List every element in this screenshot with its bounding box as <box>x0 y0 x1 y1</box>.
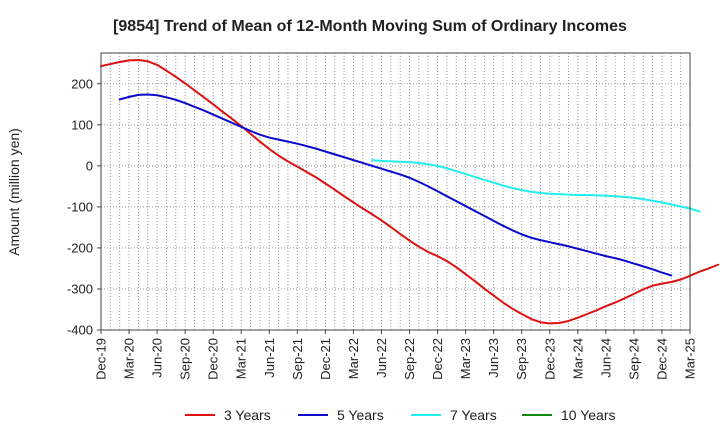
gridlines <box>101 53 690 331</box>
y-tick-label: -400 <box>67 323 93 338</box>
x-tick-label: Dec-23 <box>542 338 557 380</box>
plot-area <box>101 53 690 330</box>
chart-title: [9854] Trend of Mean of 12-Month Moving … <box>113 18 627 35</box>
legend-label: 10 Years <box>561 407 616 423</box>
x-tick-label: Dec-19 <box>94 338 109 380</box>
x-tick-label: Dec-24 <box>654 338 669 380</box>
x-tick-label: Jun-24 <box>598 338 613 378</box>
x-tick-label: Sep-20 <box>178 338 193 380</box>
series-line-7-years <box>371 159 701 213</box>
y-tick-label: -200 <box>67 240 93 255</box>
y-axis-ticks: -400 -300 -200 -100 0 100 200 <box>67 76 101 338</box>
x-tick-label: Mar-21 <box>234 338 249 379</box>
y-tick-label: 100 <box>71 117 93 132</box>
x-tick-label: Jun-23 <box>486 338 501 378</box>
x-tick-label: Mar-25 <box>683 338 698 379</box>
x-tick-label: Sep-24 <box>626 338 641 380</box>
y-tick-label: -300 <box>67 281 93 296</box>
x-tick-label: Mar-20 <box>122 338 137 379</box>
x-tick-label: Dec-22 <box>430 338 445 380</box>
x-tick-label: Jun-22 <box>374 338 389 378</box>
plot-frame <box>100 52 691 331</box>
x-tick-label: Jun-20 <box>150 338 165 378</box>
y-axis-label: Amount (million yen) <box>6 128 22 256</box>
x-tick-label: Sep-23 <box>514 338 529 380</box>
legend-label: 7 Years <box>450 407 497 423</box>
series-line-3-years <box>100 58 720 325</box>
legend: 3 Years 5 Years 7 Years 10 Years <box>185 407 616 423</box>
x-tick-label: Jun-21 <box>262 338 277 378</box>
legend-label: 5 Years <box>337 407 384 423</box>
x-tick-label: Dec-21 <box>318 338 333 380</box>
plot-border <box>100 52 691 331</box>
x-tick-label: Sep-21 <box>290 338 305 380</box>
y-tick-label: 0 <box>86 158 93 173</box>
series-layer <box>100 58 720 325</box>
x-tick-label: Dec-20 <box>206 338 221 380</box>
series-line-5-years <box>118 93 673 277</box>
legend-label: 3 Years <box>224 407 271 423</box>
plot-background <box>101 53 690 330</box>
x-tick-label: Mar-24 <box>570 338 585 379</box>
x-tick-label: Sep-22 <box>402 338 417 380</box>
x-tick-label: Mar-22 <box>346 338 361 379</box>
y-tick-label: 200 <box>71 76 93 91</box>
x-tick-label: Mar-23 <box>458 338 473 379</box>
y-tick-label: -100 <box>67 199 93 214</box>
x-axis-ticks: Dec-19 Mar-20 Jun-20 Sep-20 Dec-20 Mar-21 Jun-… <box>94 330 698 380</box>
